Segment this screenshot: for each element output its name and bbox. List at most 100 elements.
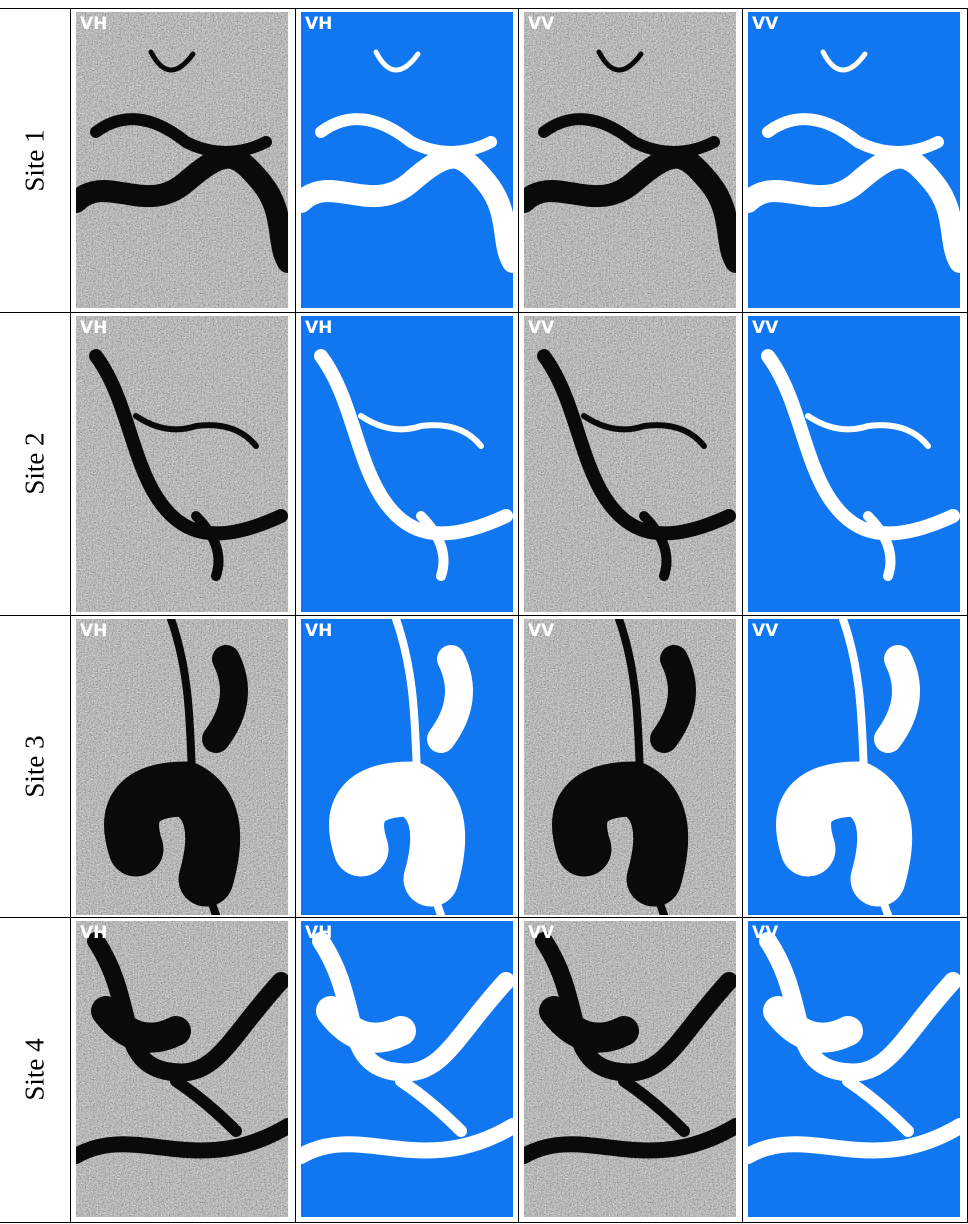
row-border [0, 1222, 968, 1223]
dark-water [133, 413, 259, 449]
dark-water [76, 1118, 288, 1164]
panel-label: VV [752, 318, 779, 338]
dark-water [202, 645, 248, 753]
row-border [0, 8, 968, 9]
image-panel: VH [301, 316, 513, 612]
panel-label: VH [305, 318, 333, 338]
dark-water [552, 761, 689, 907]
water-map-bg [748, 12, 960, 308]
flood-water [863, 511, 896, 581]
dark-water [639, 511, 672, 581]
panel-label: VH [80, 621, 108, 641]
dark-water [170, 1075, 242, 1137]
col-border [70, 8, 71, 1222]
panel-image [76, 316, 288, 612]
panel-label: VH [305, 621, 333, 641]
water-map-bg [301, 316, 513, 612]
water-map-bg [748, 316, 960, 612]
image-panel: VH [76, 12, 288, 308]
flood-water [762, 113, 944, 158]
panel-label: VH [80, 923, 108, 943]
site-label-cell: Site 4 [0, 917, 70, 1222]
panel-image [524, 619, 736, 915]
dark-water [650, 645, 696, 753]
dark-water [87, 932, 288, 1082]
site-label-cell: Site 1 [0, 8, 70, 312]
flood-water [416, 511, 449, 581]
flood-water [761, 349, 960, 541]
flood-water [748, 146, 960, 273]
panel-image [524, 316, 736, 612]
image-panel: VH [76, 316, 288, 612]
image-panel: VV [524, 619, 736, 915]
dark-water [539, 996, 639, 1053]
flood-water [805, 413, 931, 449]
dark-water [524, 146, 736, 273]
flood-water [874, 645, 920, 753]
image-panel: VV [524, 921, 736, 1217]
flood-water [759, 932, 960, 1082]
flood-water [329, 761, 466, 907]
flood-water [315, 113, 497, 158]
image-panel: VH [76, 619, 288, 915]
site-label: Site 3 [19, 734, 50, 798]
dark-water [538, 113, 720, 158]
dark-water [76, 146, 288, 273]
panel-label: VV [752, 621, 779, 641]
flood-water [373, 49, 421, 73]
site-label-cell: Site 3 [0, 615, 70, 917]
dark-water [537, 349, 736, 541]
image-panel: VV [748, 316, 960, 612]
site-label: Site 2 [19, 432, 50, 495]
site-label: Site 1 [19, 128, 50, 192]
image-panel: VV [524, 12, 736, 308]
col-border [518, 8, 519, 1222]
panel-image [301, 921, 513, 1217]
row-border [0, 917, 968, 918]
site-label-cell: Site 2 [0, 312, 70, 615]
panel-label: VV [528, 14, 555, 34]
flood-water [748, 1118, 960, 1164]
image-panel: VH [301, 619, 513, 915]
flood-water [776, 761, 913, 907]
flood-water [301, 1118, 513, 1164]
panel-image [748, 619, 960, 915]
sar-bg [76, 12, 288, 308]
site-label: Site 4 [19, 1038, 50, 1101]
water-map-bg [301, 12, 513, 308]
row-border [0, 312, 968, 313]
panel-label: VH [80, 14, 108, 34]
panel-image [748, 12, 960, 308]
flood-water [427, 645, 473, 753]
flood-water [314, 349, 513, 541]
image-panel: VV [748, 619, 960, 915]
panel-label: VV [752, 14, 779, 34]
dark-water [581, 413, 707, 449]
panel-label: VH [80, 318, 108, 338]
panel-label: VH [305, 14, 333, 34]
sar-bg [524, 316, 736, 612]
panel-label: VV [528, 318, 555, 338]
row-border [0, 615, 968, 616]
flood-water [842, 1075, 914, 1137]
image-panel: VV [748, 12, 960, 308]
col-border [742, 8, 743, 1222]
dark-water [191, 511, 224, 581]
flood-water [301, 146, 513, 273]
dark-water [104, 761, 241, 907]
col-border [295, 8, 296, 1222]
dark-water [148, 49, 196, 73]
flood-water [763, 996, 863, 1053]
sar-bg [76, 316, 288, 612]
dark-water [89, 349, 288, 541]
dark-water [535, 932, 736, 1082]
flood-water [312, 932, 513, 1082]
flood-water [358, 413, 484, 449]
panel-image [76, 619, 288, 915]
flood-water [395, 1075, 467, 1137]
image-panel: VV [748, 921, 960, 1217]
image-panel: VV [524, 316, 736, 612]
dark-water [90, 113, 272, 158]
